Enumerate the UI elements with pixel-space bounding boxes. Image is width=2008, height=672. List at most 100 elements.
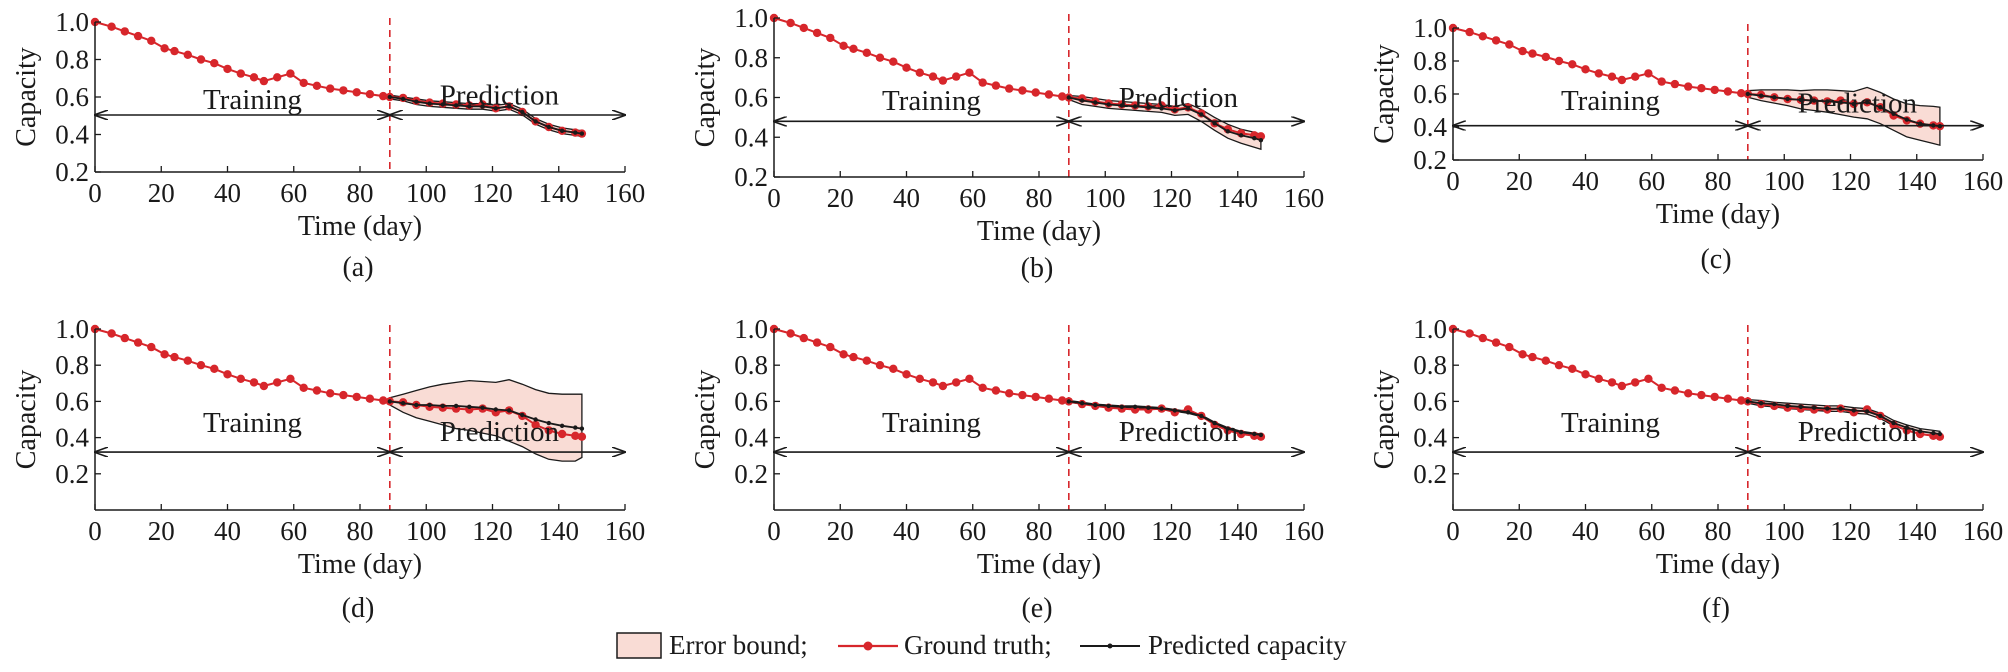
error-bound-area [1747, 86, 1941, 147]
x-tick-label: 100 [1085, 516, 1126, 546]
predicted-point [1185, 106, 1191, 111]
ground-truth-point [210, 364, 219, 373]
y-tick-label: 0.8 [734, 43, 768, 73]
predicted-point [1079, 98, 1085, 103]
predicted-point [453, 403, 459, 409]
y-tick-label: 0.6 [734, 83, 768, 113]
x-tick-label: 20 [827, 183, 854, 213]
ground-truth-point [1058, 92, 1067, 101]
y-tick-label: 0.4 [55, 423, 89, 453]
predicted-point [1891, 111, 1896, 117]
chart-panel: 0 20 40 60 80 100 120 140 1600.20.40.60.81.0Time… [690, 314, 1324, 624]
ground-truth-point [107, 329, 116, 338]
ground-truth-point [875, 361, 885, 370]
ground-truth-point [379, 91, 388, 101]
ground-truth-point [1617, 75, 1627, 85]
chart-panel: 0 20 40 60 80 100 120 140 1600.20.40.60.81.0Time… [1369, 13, 2003, 275]
y-axis-label: Capacity [11, 370, 42, 470]
y-tick-label: 0.6 [1413, 79, 1447, 109]
ground-truth-point [1528, 352, 1537, 362]
ground-truth-point [1465, 27, 1474, 37]
ground-truth-point [1697, 390, 1706, 400]
predicted-point [493, 106, 498, 111]
predicted-point [1851, 101, 1857, 107]
panel-label: (d) [342, 593, 375, 624]
training-region-label: Training [882, 407, 981, 439]
predicted-point [1785, 403, 1790, 409]
ground-truth-point [1710, 392, 1719, 402]
ground-truth-point [849, 352, 858, 362]
predicted-point [1172, 108, 1178, 113]
predicted-line [1068, 96, 1262, 142]
predicted-point [1825, 406, 1830, 411]
ground-truth-point [183, 50, 192, 59]
x-tick-label: 0 [1446, 166, 1460, 196]
x-tick-label: 60 [959, 516, 986, 546]
y-tick-label: 1.0 [55, 314, 89, 344]
ground-truth-point [1031, 88, 1040, 97]
y-tick-label: 0.4 [734, 423, 768, 453]
y-axis-label: Capacity [690, 48, 721, 148]
ground-truth-point [1644, 69, 1653, 78]
ground-truth-point [1031, 392, 1040, 402]
x-tick-label: 40 [893, 183, 920, 213]
ground-truth-point [339, 86, 348, 95]
predicted-point [427, 402, 432, 408]
ground-truth-point [938, 76, 948, 85]
legend-error-bound-swatch [616, 632, 662, 659]
ground-truth-point [952, 72, 961, 81]
prediction-region-label: Prediction [1798, 87, 1918, 119]
x-tick-label: 80 [1705, 166, 1732, 196]
ground-truth-point [1005, 389, 1014, 398]
ground-truth-point [379, 396, 388, 405]
predicted-point [453, 103, 459, 108]
predicted-point [559, 423, 565, 428]
y-tick-label: 0.6 [1413, 386, 1447, 416]
ground-truth-point [120, 333, 129, 343]
ground-truth-point [915, 68, 924, 77]
x-axis-label: Time (day) [1656, 549, 1780, 580]
ground-truth-point [1256, 132, 1266, 141]
predicted-point [1212, 420, 1217, 426]
predicted-point [546, 124, 551, 130]
x-tick-label: 80 [1026, 183, 1053, 213]
y-tick-label: 0.6 [55, 386, 89, 416]
ground-truth-point [965, 68, 974, 77]
ground-truth-point [991, 386, 1001, 395]
y-tick-label: 0.4 [734, 122, 768, 152]
predicted-point [573, 130, 578, 135]
training-region-label: Training [882, 85, 981, 117]
ground-truth-point [978, 78, 987, 87]
y-tick-label: 0.8 [55, 350, 89, 380]
predicted-point [414, 99, 419, 104]
predicted-point [579, 131, 585, 136]
x-tick-label: 0 [88, 178, 102, 208]
predicted-point [1159, 406, 1164, 411]
ground-truth-point [1631, 72, 1640, 81]
predicted-point [387, 94, 392, 100]
predicted-point [506, 408, 512, 413]
y-tick-label: 0.4 [1413, 423, 1447, 453]
predicted-line [389, 96, 583, 135]
x-tick-label: 40 [893, 516, 920, 546]
x-tick-label: 140 [1218, 183, 1259, 213]
x-tick-label: 80 [1705, 516, 1732, 546]
ground-truth-point [1491, 36, 1501, 45]
y-tick-label: 0.8 [1413, 46, 1447, 76]
ground-truth-point [849, 44, 858, 53]
ground-truth-point [170, 46, 179, 56]
x-tick-label: 120 [1830, 166, 1871, 196]
y-tick-label: 0.4 [55, 120, 89, 150]
ground-truth-point [133, 31, 143, 41]
ground-truth-point [1670, 386, 1680, 395]
ground-truth-point [1478, 32, 1488, 41]
x-tick-label: 0 [1446, 516, 1460, 546]
ground-truth-point [1541, 356, 1551, 365]
x-tick-label: 160 [1963, 166, 2004, 196]
y-tick-label: 0.8 [1413, 350, 1447, 380]
ground-truth-point [1594, 374, 1604, 383]
ground-truth-point [577, 432, 587, 441]
ground-truth-point [812, 28, 822, 38]
ground-truth-point [326, 84, 335, 93]
ground-truth-point [1697, 84, 1706, 93]
